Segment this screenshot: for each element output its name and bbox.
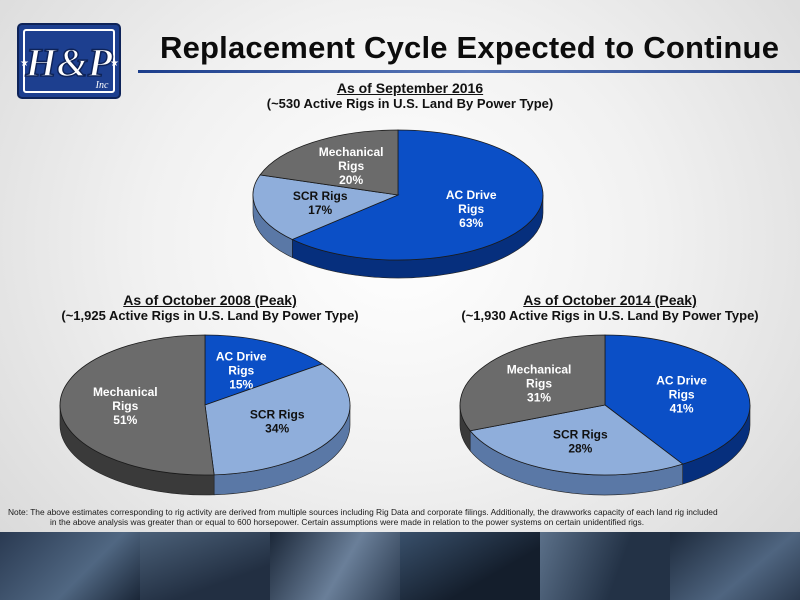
pie-0-slice-1-label-1: 17% bbox=[308, 203, 332, 217]
pie-0-slice-0 bbox=[291, 129, 544, 261]
pie-1-slice-2-label-0: Mechanical bbox=[93, 385, 158, 399]
pie-0-slice-2-label-1: Rigs bbox=[338, 159, 364, 173]
footer-photo-6 bbox=[670, 532, 800, 600]
company-logo: H&P Inc ★ ★ bbox=[17, 23, 121, 99]
chart-3-heading: As of October 2014 (Peak) (~1,930 Active… bbox=[420, 292, 800, 324]
pie-2-slice-1 bbox=[469, 404, 684, 476]
logo-star-left: ★ bbox=[20, 58, 29, 69]
logo-star-right: ★ bbox=[110, 58, 119, 69]
footer-photo-3 bbox=[270, 532, 400, 600]
pie-0-slice-0-label-1: Rigs bbox=[458, 202, 484, 216]
footer-photo-5 bbox=[540, 532, 670, 600]
footer-photo-strip bbox=[0, 532, 800, 600]
pie-0-slice-0-label-2: 63% bbox=[459, 216, 483, 230]
pie-2-slice-1-label-0: SCR Rigs bbox=[553, 428, 608, 442]
chart-1-title: As of September 2016 bbox=[336, 80, 484, 96]
chart-3-subtitle: (~1,930 Active Rigs in U.S. Land By Powe… bbox=[461, 308, 759, 323]
footnote-line-1: Note: The above estimates corresponding … bbox=[8, 507, 718, 517]
chart-1-subtitle: (~530 Active Rigs in U.S. Land By Power … bbox=[266, 96, 554, 111]
footer-photo-2 bbox=[140, 532, 270, 600]
chart-2-heading: As of October 2008 (Peak) (~1,925 Active… bbox=[20, 292, 400, 324]
footer-photo-4 bbox=[400, 532, 540, 600]
chart-1-heading: As of September 2016 (~530 Active Rigs i… bbox=[230, 80, 590, 112]
pie-2-slice-1-label-1: 28% bbox=[568, 442, 592, 456]
pie-2-slice-0-label-1: Rigs bbox=[669, 387, 695, 401]
pie-0-slice-1 bbox=[252, 174, 400, 240]
pie-2-slice-2 bbox=[459, 334, 606, 432]
footnote-line-2: in the above analysis was greater than o… bbox=[50, 517, 645, 527]
pie-0-slice-2 bbox=[259, 129, 399, 196]
chart-2-title: As of October 2008 (Peak) bbox=[123, 292, 297, 308]
chart-3-title: As of October 2014 (Peak) bbox=[523, 292, 697, 308]
pie-0-slice-2-label-2: 20% bbox=[339, 173, 363, 187]
page-title: Replacement Cycle Expected to Continue bbox=[160, 30, 780, 65]
pie-0-slice-2-label-0: Mechanical bbox=[319, 145, 384, 159]
logo-text: H&P bbox=[25, 40, 113, 85]
pie-1-slice-1-label-0: SCR Rigs bbox=[250, 407, 305, 421]
pie-2-slice-2-label-2: 31% bbox=[527, 390, 551, 404]
pie-1-slice-1 bbox=[204, 363, 351, 476]
pie-1-slice-0-label-0: AC Drive bbox=[216, 350, 267, 364]
title-divider bbox=[138, 70, 800, 73]
footnote: Note: The above estimates corresponding … bbox=[8, 507, 793, 527]
pie-2-slice-2-label-1: Rigs bbox=[526, 376, 552, 390]
footer-photo-1 bbox=[0, 532, 140, 600]
pie-2-slice-0 bbox=[604, 334, 751, 465]
pie-0-slice-0-label-0: AC Drive bbox=[446, 188, 497, 202]
pie-2-slice-0-label-2: 41% bbox=[670, 401, 694, 415]
pie-1-slice-2 bbox=[59, 334, 215, 476]
pie-2-slice-2-label-0: Mechanical bbox=[507, 362, 572, 376]
logo-subtext: Inc bbox=[95, 80, 109, 91]
pie-0-slice-1-label-0: SCR Rigs bbox=[293, 189, 348, 203]
pie-2-slice-0-label-0: AC Drive bbox=[656, 373, 707, 387]
pie-1-slice-0-label-2: 15% bbox=[229, 378, 253, 392]
pie-1-slice-0-label-1: Rigs bbox=[228, 364, 254, 378]
pie-1-slice-1-label-1: 34% bbox=[265, 421, 289, 435]
pie-1-slice-2-label-2: 51% bbox=[113, 413, 137, 427]
pie-1-slice-0 bbox=[204, 334, 324, 406]
chart-2-subtitle: (~1,925 Active Rigs in U.S. Land By Powe… bbox=[61, 308, 359, 323]
pie-1-slice-2-label-1: Rigs bbox=[112, 399, 138, 413]
